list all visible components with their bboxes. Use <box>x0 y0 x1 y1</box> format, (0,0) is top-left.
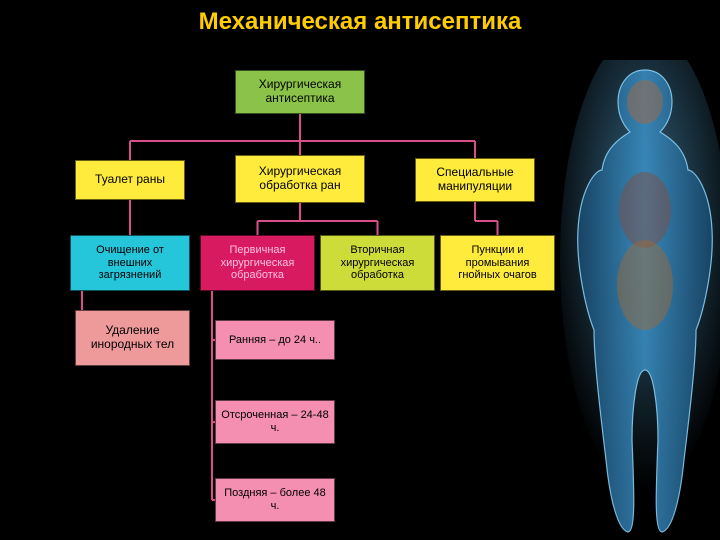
node-surg_proc: Хирургическая обработка ран <box>235 155 365 203</box>
node-delayed: Отсроченная – 24-48 ч. <box>215 400 335 444</box>
node-toilet: Туалет раны <box>75 160 185 200</box>
node-cleaning: Очищение от внешних загрязнений <box>70 235 190 291</box>
node-label: Удаление инородных тел <box>80 324 185 352</box>
node-label: Пункции и промывания гнойных очагов <box>445 244 550 282</box>
brain-region <box>627 80 663 124</box>
node-special: Специальные манипуляции <box>415 158 535 202</box>
node-primary: Первичная хирургическая обработка <box>200 235 315 291</box>
thorax-region <box>619 172 671 248</box>
node-label: Туалет раны <box>95 173 165 187</box>
node-label: Первичная хирургическая обработка <box>205 244 310 282</box>
node-removal: Удаление инородных тел <box>75 310 190 366</box>
node-puncture: Пункции и промывания гнойных очагов <box>440 235 555 291</box>
node-root: Хирургическая антисептика <box>235 70 365 114</box>
slide: Механическая антисептика Хирургическая а… <box>0 0 720 540</box>
title-text: Механическая антисептика <box>199 8 522 35</box>
node-late: Поздняя – более 48 ч. <box>215 478 335 522</box>
node-label: Специальные манипуляции <box>420 166 530 194</box>
node-label: Вторичная хирургическая обработка <box>325 244 430 282</box>
node-label: Отсроченная – 24-48 ч. <box>220 409 330 434</box>
node-label: Хирургическая антисептика <box>240 78 360 106</box>
node-secondary: Вторичная хирургическая обработка <box>320 235 435 291</box>
node-label: Ранняя – до 24 ч.. <box>229 334 321 347</box>
node-label: Очищение от внешних загрязнений <box>75 244 185 282</box>
node-label: Поздняя – более 48 ч. <box>220 487 330 512</box>
abdomen-region <box>617 240 673 330</box>
body-figure <box>550 60 720 540</box>
node-label: Хирургическая обработка ран <box>240 165 360 193</box>
slide-title: Механическая антисептика <box>0 8 720 36</box>
node-early: Ранняя – до 24 ч.. <box>215 320 335 360</box>
